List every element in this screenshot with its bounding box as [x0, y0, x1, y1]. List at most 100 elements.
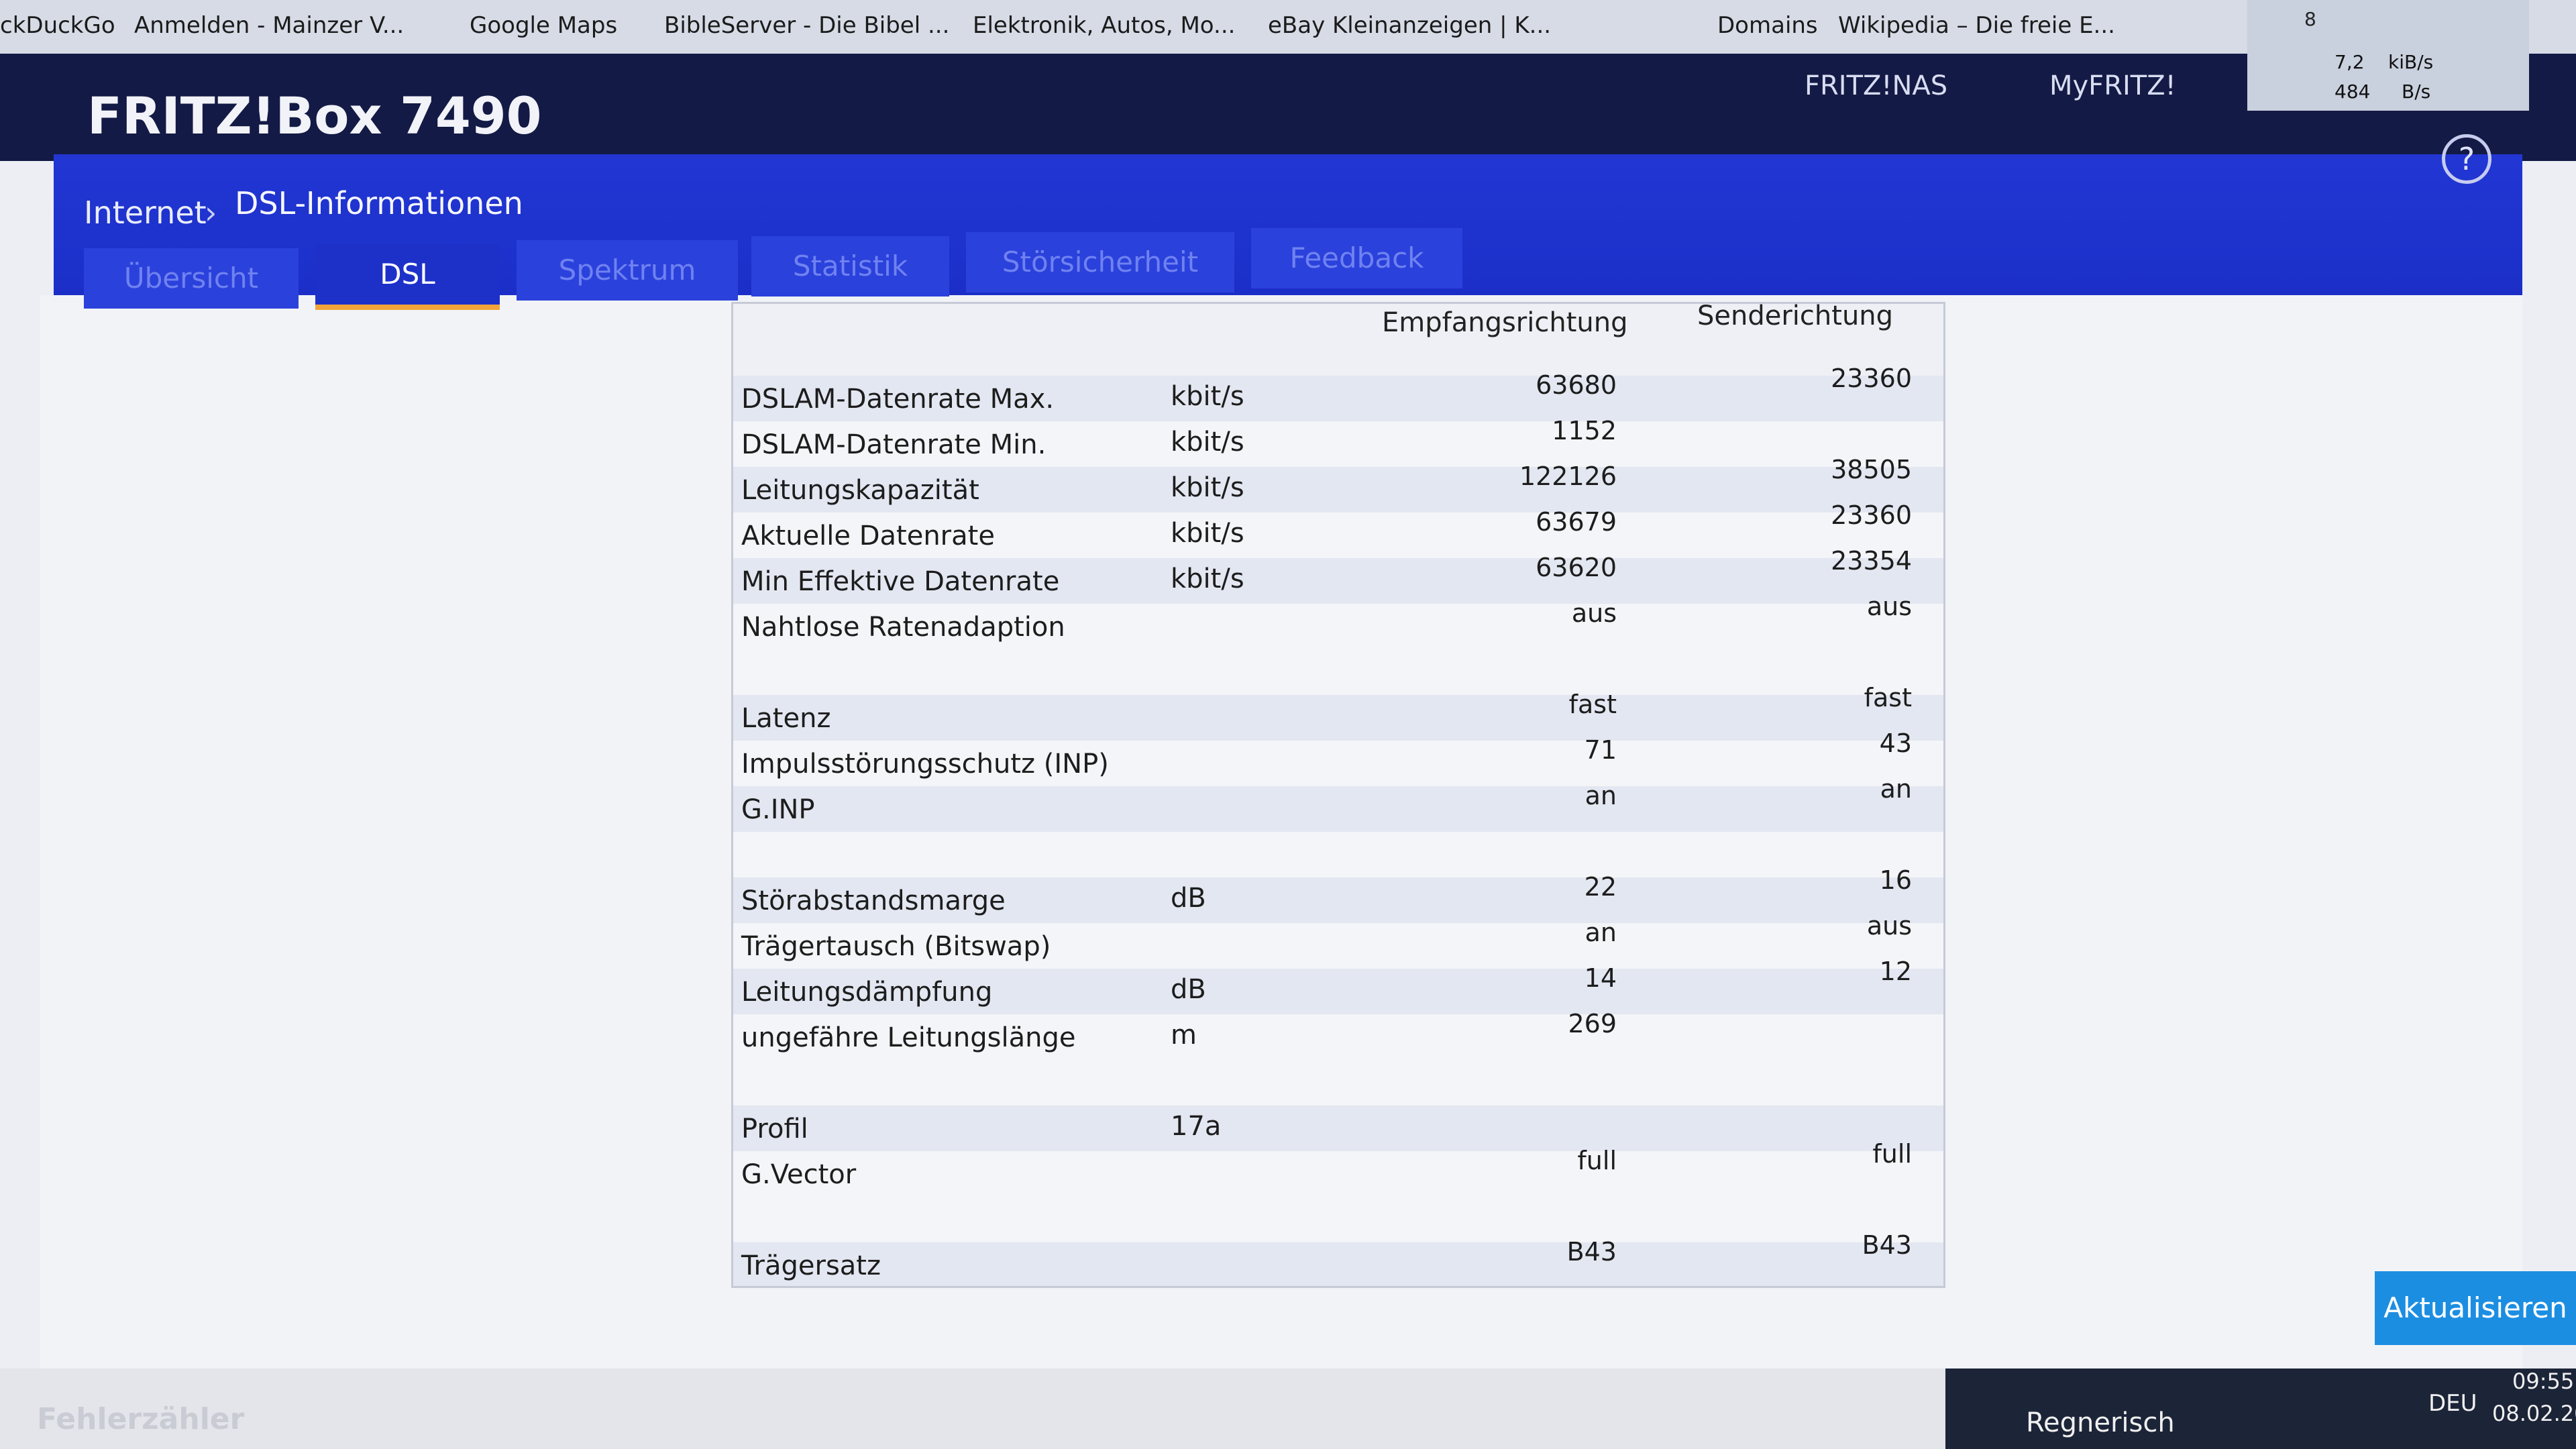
row-down: 269: [1568, 1009, 1617, 1038]
row-label: Trägertausch (Bitswap): [741, 931, 1051, 962]
row-down: 1152: [1552, 416, 1617, 445]
table-row: [731, 376, 1945, 421]
row-label: DSLAM-Datenrate Max.: [741, 384, 1055, 415]
table-row: [731, 923, 1945, 969]
table-row: [731, 421, 1945, 467]
row-down: an: [1585, 918, 1617, 947]
table-row: [731, 604, 1945, 649]
column-header: Empfangsrichtung: [1382, 307, 1628, 338]
header-link[interactable]: FRITZ!NAS: [1805, 70, 1948, 101]
tab[interactable]: Übersicht: [84, 248, 299, 309]
net-down: 7,2: [2334, 51, 2365, 73]
row-down: 122126: [1519, 462, 1617, 491]
table-row: [731, 513, 1945, 558]
row-unit: m: [1171, 1020, 1197, 1051]
row-unit: kbit/s: [1171, 427, 1244, 458]
bookmark[interactable]: ckDuckGo: [0, 12, 115, 39]
refresh-button[interactable]: Aktualisieren: [2375, 1271, 2576, 1345]
breadcrumb-item[interactable]: Internet: [84, 195, 207, 231]
table-border: [731, 302, 1945, 1288]
row-label: Störabstandsmarge: [741, 885, 1006, 916]
tab[interactable]: Spektrum: [517, 240, 738, 301]
row-down: an: [1585, 781, 1617, 810]
row-label: Aktuelle Datenrate: [741, 521, 995, 551]
spacer-row: [731, 649, 1945, 695]
row-up: 23354: [1831, 546, 1912, 576]
table-row: [731, 1242, 1945, 1288]
spacer-row: [731, 1060, 1945, 1106]
header-link[interactable]: MyFRITZ!: [2049, 70, 2176, 101]
row-up: fast: [1864, 683, 1912, 712]
row-up: 12: [1879, 957, 1912, 986]
footer-heading: Fehlerzähler: [37, 1402, 245, 1436]
row-down: 63679: [1536, 507, 1617, 537]
row-unit: kbit/s: [1171, 518, 1244, 549]
row-unit: kbit/s: [1171, 472, 1244, 503]
language[interactable]: DEU: [2428, 1390, 2477, 1417]
row-down: 71: [1584, 735, 1617, 765]
row-unit: dB: [1171, 974, 1206, 1005]
row-label: Impulsstörungsschutz (INP): [741, 749, 1109, 780]
row-label: Trägersatz: [741, 1250, 881, 1281]
breadcrumb-item: DSL-Informationen: [235, 185, 523, 221]
row-label: Min Effektive Datenrate: [741, 566, 1060, 597]
bookmark[interactable]: BibleServer - Die Bibel ...: [664, 12, 950, 39]
table-row: [731, 877, 1945, 923]
row-up: full: [1872, 1139, 1912, 1169]
row-label: ungefähre Leitungslänge: [741, 1022, 1076, 1053]
spacer-row: [731, 1197, 1945, 1242]
net-scale: 8: [2304, 8, 2316, 30]
table-row: [731, 969, 1945, 1014]
table-row: [731, 1151, 1945, 1197]
row-down: 22: [1584, 872, 1617, 902]
breadcrumb-sep: ›: [205, 195, 217, 231]
row-down: full: [1577, 1146, 1617, 1175]
row-up: 23360: [1831, 500, 1912, 530]
spacer-row: [731, 832, 1945, 877]
clock-date[interactable]: 08.02.20: [2492, 1401, 2576, 1426]
table-row: [731, 558, 1945, 604]
bookmark[interactable]: Google Maps: [470, 12, 618, 39]
table-row: [731, 467, 1945, 513]
row-label: Nahtlose Ratenadaption: [741, 612, 1065, 643]
taskbar: [1945, 1368, 2576, 1449]
bookmark[interactable]: Elektronik, Autos, Mo...: [973, 12, 1236, 39]
row-up: aus: [1866, 911, 1912, 941]
net-up-unit: B/s: [2402, 80, 2431, 103]
clock-time[interactable]: 09:55: [2512, 1368, 2575, 1394]
bookmark[interactable]: Wikipedia – Die freie E...: [1838, 12, 2115, 39]
net-meter: [2247, 0, 2529, 111]
row-up: an: [1880, 774, 1912, 804]
bookmark[interactable]: eBay Kleinanzeigen | K...: [1268, 12, 1552, 39]
top-header: [0, 54, 2576, 161]
row-up: 43: [1879, 729, 1912, 758]
column-header: Senderichtung: [1697, 301, 1894, 331]
weather[interactable]: Regnerisch: [2026, 1407, 2175, 1438]
row-down: aus: [1571, 598, 1617, 628]
row-up: B43: [1862, 1230, 1912, 1260]
row-unit: 17a: [1171, 1111, 1222, 1142]
tab[interactable]: Störsicherheit: [966, 232, 1234, 292]
tab[interactable]: Statistik: [751, 236, 949, 297]
row-unit: dB: [1171, 883, 1206, 914]
row-up: 23360: [1831, 364, 1912, 393]
row-down: 63620: [1536, 553, 1617, 582]
table-row: [731, 786, 1945, 832]
tab[interactable]: Feedback: [1251, 228, 1462, 288]
table-row: [731, 695, 1945, 741]
row-label: DSLAM-Datenrate Min.: [741, 429, 1046, 460]
row-label: G.Vector: [741, 1159, 857, 1190]
row-down: 14: [1584, 963, 1617, 993]
row-up: aus: [1866, 592, 1912, 621]
net-down-unit: kiB/s: [2388, 51, 2434, 73]
help-icon[interactable]: ?: [2442, 134, 2491, 184]
bookmark[interactable]: Anmelden - Mainzer V...: [134, 12, 405, 39]
tab[interactable]: DSL: [315, 244, 500, 310]
product-title: FRITZ!Box 7490: [87, 86, 542, 146]
table-row: [731, 1106, 1945, 1151]
bookmark[interactable]: Domains: [1717, 12, 1818, 39]
row-label: Leitungsdämpfung: [741, 977, 993, 1008]
row-down: 63680: [1536, 370, 1617, 400]
row-label: Profil: [741, 1114, 808, 1144]
